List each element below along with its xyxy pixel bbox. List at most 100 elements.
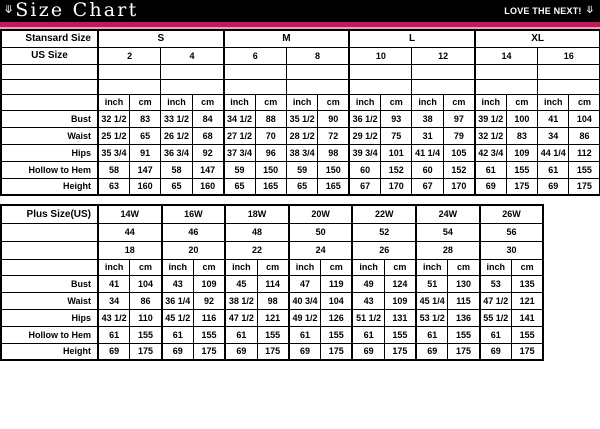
cell: 69 [224, 342, 258, 361]
cell: 43 1/2 [97, 308, 131, 327]
cell: 72 [317, 126, 350, 145]
plus-unit-row-label [0, 258, 99, 276]
measurement-label-bust: Bust [0, 109, 99, 128]
cell: 36 3/4 [160, 143, 193, 162]
cell: 131 [383, 308, 417, 327]
cell: 155 [510, 325, 545, 344]
blank-cell [348, 63, 413, 80]
table-row: Hollow to Hem 61 155 61 155 61 155 61 15… [0, 325, 545, 344]
table-row: Height 63 160 65 160 65 165 65 165 67 17… [0, 177, 600, 196]
us-size-6: 6 [222, 46, 287, 65]
plus-uk-24: 24 [287, 240, 353, 260]
us-size-4: 4 [160, 46, 225, 65]
size-group-m: M [222, 29, 350, 48]
cell: 91 [128, 143, 162, 162]
standard-size-header-label: Stansard Size [0, 29, 99, 48]
size-group-xl: XL [473, 29, 600, 48]
cell: 155 [447, 325, 481, 344]
cell: 70 [254, 126, 287, 145]
plus-measurement-label-hips: Hips [0, 308, 99, 327]
plus-size-table: Plus Size(US) 14W 16W 18W 20W 22W 24W 26… [0, 204, 545, 361]
banner-left-group: ⤋ Size Chart [4, 0, 138, 21]
cell: 41 [97, 274, 131, 293]
table-row: Hips 43 1/2 110 45 1/2 116 47 1/2 121 49… [0, 308, 545, 327]
cell: 60 [411, 160, 444, 179]
us-size-16: 16 [537, 46, 600, 65]
cell: 75 [380, 126, 413, 145]
cell: 160 [191, 177, 225, 196]
plus-uk-18: 18 [97, 240, 163, 260]
unit-cm: cm [510, 258, 545, 276]
cell: 135 [510, 274, 545, 293]
cell: 155 [505, 160, 539, 179]
table-gap [0, 196, 600, 204]
cell: 47 [287, 274, 322, 293]
blank-cell [473, 63, 539, 80]
measurement-label-hips: Hips [0, 143, 99, 162]
measurement-label-height: Height [0, 177, 99, 196]
cell: 84 [191, 109, 225, 128]
cell: 116 [192, 308, 226, 327]
cell: 90 [317, 109, 350, 128]
cell: 155 [129, 325, 163, 344]
cell: 109 [192, 274, 226, 293]
unit-cm: cm [128, 93, 162, 111]
standard-size-group-row: Stansard Size S M L XL [0, 29, 600, 48]
cell: 26 1/2 [160, 126, 193, 145]
blank-cell [348, 78, 413, 95]
cell: 67 [348, 177, 382, 196]
cell: 65 [285, 177, 319, 196]
cell: 69 [287, 342, 322, 361]
cell: 61 [287, 325, 322, 344]
cell: 124 [383, 274, 417, 293]
cell: 61 [224, 325, 258, 344]
accent-bar-highlight [0, 27, 600, 29]
blank-cell [411, 78, 476, 95]
title-banner: ⤋ Size Chart LOVE THE NEXT! ⤋ [0, 0, 600, 22]
blank-cell [97, 78, 162, 95]
cell: 115 [447, 291, 481, 310]
cell: 152 [380, 160, 413, 179]
table-row: Bust 41 104 43 109 45 114 47 119 49 124 … [0, 274, 545, 293]
cell: 45 1/2 [160, 308, 194, 327]
cell: 34 [537, 126, 570, 145]
cell: 175 [447, 342, 481, 361]
measurement-label-waist: Waist [0, 126, 99, 145]
us-size-label: US Size [0, 46, 99, 65]
cell: 59 [222, 160, 256, 179]
cell: 42 3/4 [473, 143, 507, 162]
cell: 147 [191, 160, 225, 179]
cell: 155 [383, 325, 417, 344]
unit-cm: cm [380, 93, 413, 111]
cell: 69 [415, 342, 449, 361]
cell: 104 [129, 274, 163, 293]
cell: 96 [254, 143, 287, 162]
unit-inch: inch [96, 93, 130, 111]
cell: 45 1/4 [415, 291, 449, 310]
cell: 175 [505, 177, 539, 196]
cell: 38 1/2 [224, 291, 258, 310]
cell: 155 [192, 325, 226, 344]
plus-size-16w: 16W [160, 204, 226, 224]
cell: 40 3/4 [287, 291, 322, 310]
plus-size-table-body: Plus Size(US) 14W 16W 18W 20W 22W 24W 26… [0, 204, 545, 361]
unit-cm: cm [254, 93, 287, 111]
plus-unit-header-row: inch cm inch cm inch cm inch cm inch cm … [0, 258, 545, 276]
unit-inch: inch [287, 258, 322, 276]
cell: 121 [256, 308, 290, 327]
plus-size-group-row: Plus Size(US) 14W 16W 18W 20W 22W 24W 26… [0, 204, 545, 224]
cell: 69 [478, 342, 512, 361]
unit-inch: inch [160, 93, 193, 111]
cell: 61 [415, 325, 449, 344]
plus-size-table-wrap: Plus Size(US) 14W 16W 18W 20W 22W 24W 26… [0, 204, 600, 361]
cell: 155 [320, 325, 353, 344]
unit-inch: inch [473, 93, 507, 111]
cell: 104 [320, 291, 353, 310]
cell: 104 [568, 109, 600, 128]
standard-size-table-wrap: Stansard Size S M L XL US Size 2 4 6 8 1… [0, 29, 600, 196]
standard-size-table-body: Stansard Size S M L XL US Size 2 4 6 8 1… [0, 29, 600, 196]
cell: 170 [380, 177, 413, 196]
cell: 83 [505, 126, 539, 145]
unit-cm: cm [129, 258, 163, 276]
